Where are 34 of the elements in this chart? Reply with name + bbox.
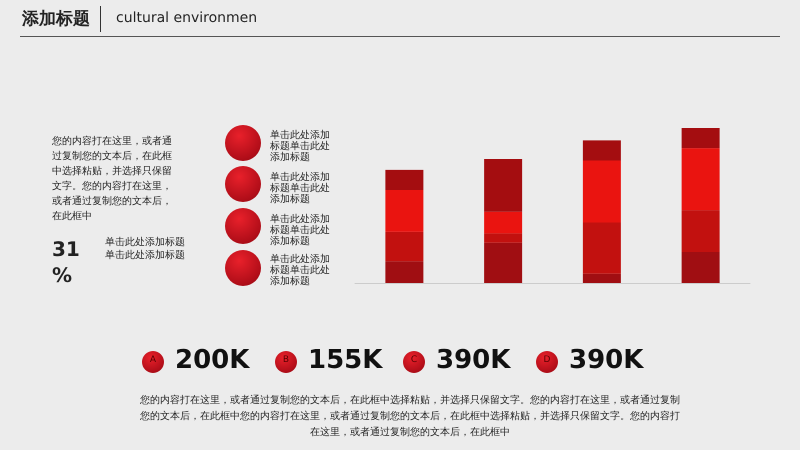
text: 390K [436,345,510,375]
bar [484,242,522,283]
text: 单击此处添加标题单击此处添加标题 [105,236,185,262]
text: 155K [308,345,382,375]
bar [385,261,424,283]
text: 您的内容打在这里，或者通过复制您的文本后，在此框中选择粘贴，并选择只保留文字。您的内容打在这里，或者通过复制您的文本后，在此框中您的内容打在这里，或者通过复制您的文本后，在此框中选择粘贴，并选择只保留文字。您的内容打在这里，或者通过复制您的文本后，在此框中 [140,394,680,440]
text: B [282,355,290,365]
bar [682,148,720,210]
bar [682,252,720,283]
text: 单击此处添加标题单击此处添加标题 [270,130,330,163]
bar [582,274,621,283]
text: 390K [569,345,644,375]
bar [484,233,522,243]
text: 单击此处添加标题单击此处添加标题 [270,214,330,247]
bar [484,159,522,212]
text: 您的内容打在这里，或者通过复制您的文本后，在此框中选择粘贴，并选择只保留文字。您的内容打在这里，或者通过复制您的文本后，在此框中 [52,134,173,224]
text: C [410,355,418,365]
text: cultural environmen [116,10,258,26]
text: 添加标题 [22,8,90,30]
text: 31 % [52,236,81,288]
bar [385,170,424,190]
text: 单击此处添加标题单击此处添加标题 [270,254,330,287]
text: 200K [175,345,250,375]
bar [385,232,424,262]
bar [484,212,522,234]
bar [385,190,424,232]
bar [682,128,720,148]
text: D [542,355,552,365]
bar [582,222,621,274]
bar [582,140,621,161]
text: A [148,355,158,365]
bar [582,160,621,223]
text: 单击此处添加标题单击此处添加标题 [270,172,330,205]
bar [682,210,720,252]
